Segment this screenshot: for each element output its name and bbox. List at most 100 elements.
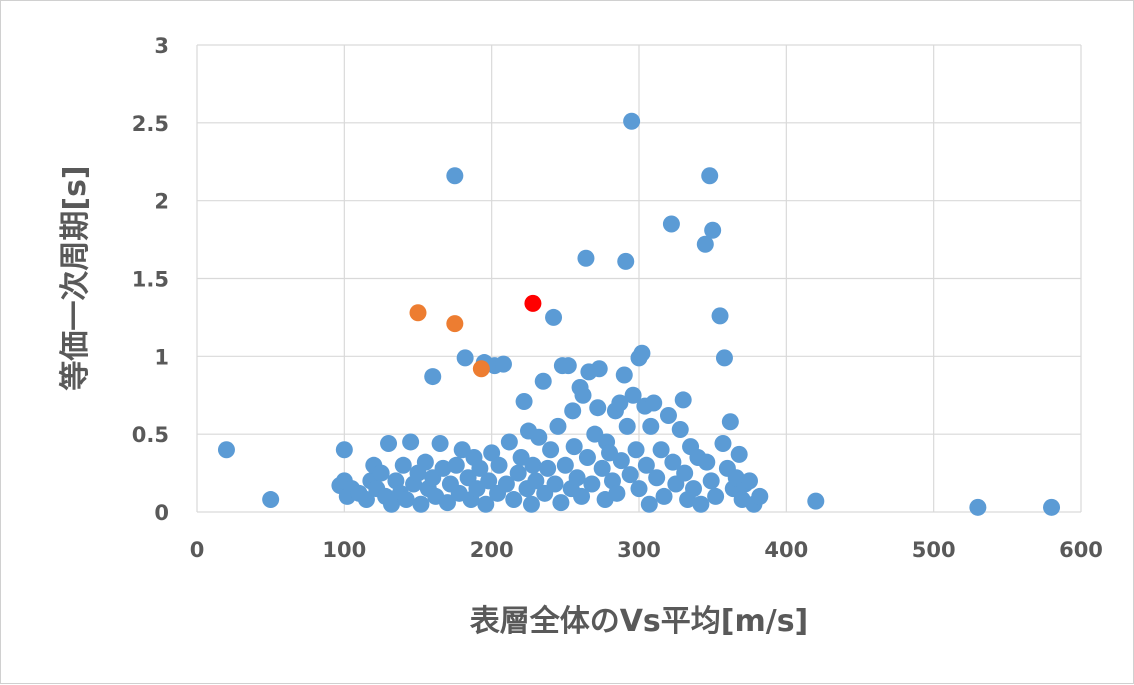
data-point-series-1 <box>807 492 825 510</box>
data-point-series-1 <box>741 472 758 490</box>
data-point-series-1 <box>671 420 689 438</box>
data-point-series-1 <box>608 484 626 502</box>
y-tick-label: 1 <box>154 345 169 369</box>
data-point-series-1 <box>534 372 552 390</box>
data-point-series-1 <box>621 466 639 484</box>
data-point-series-1 <box>515 392 533 410</box>
data-point-series-1 <box>648 469 666 487</box>
data-point-series-1 <box>624 386 642 404</box>
data-points <box>217 112 1061 516</box>
data-point-series-1 <box>549 417 567 435</box>
data-point-series-1 <box>494 355 512 373</box>
y-tick-label: 2 <box>154 190 169 214</box>
data-point-series-1 <box>434 459 452 477</box>
data-point-series-1 <box>730 445 748 463</box>
data-point-series-1 <box>456 349 474 367</box>
y-tick-label: 2.5 <box>132 112 169 136</box>
x-tick-label: 0 <box>190 538 205 562</box>
data-point-series-1 <box>676 464 694 482</box>
data-point-series-1 <box>397 491 415 509</box>
data-point-series-1 <box>568 469 586 487</box>
x-tick-label: 300 <box>617 538 661 562</box>
data-point-series-1 <box>593 459 611 477</box>
y-tick-labels: 0 0.5 1 1.5 2 2.5 3 <box>132 34 169 525</box>
data-point-series-1 <box>262 491 280 509</box>
data-point-series-1 <box>615 366 633 384</box>
data-point-series-1 <box>711 307 729 325</box>
data-point-series-1 <box>640 495 658 513</box>
data-point-series-1 <box>357 491 375 509</box>
data-point-series-1 <box>623 112 641 130</box>
data-point-series-1 <box>633 344 651 362</box>
data-point-series-1 <box>477 495 495 513</box>
x-tick-label: 500 <box>912 538 956 562</box>
data-point-series-1 <box>559 357 577 375</box>
data-point-series-1 <box>685 480 703 498</box>
data-point-series-1 <box>545 308 563 326</box>
data-point-series-1 <box>630 480 648 498</box>
data-point-series-3 <box>524 294 542 312</box>
data-point-series-1 <box>424 368 442 386</box>
data-point-series-1 <box>438 494 456 512</box>
x-tick-labels: 0 100 200 300 400 500 600 <box>190 538 1103 562</box>
y-tick-label: 0 <box>154 501 169 525</box>
data-point-series-1 <box>394 456 412 474</box>
data-point-series-1 <box>662 215 680 233</box>
data-point-series-1 <box>539 459 557 477</box>
data-point-series-1 <box>645 394 663 412</box>
data-point-series-1 <box>655 487 673 505</box>
data-point-series-1 <box>522 495 540 513</box>
data-point-series-1 <box>611 394 629 412</box>
data-point-series-1 <box>530 428 548 446</box>
data-point-series-1 <box>573 487 591 505</box>
data-point-series-1 <box>217 441 235 459</box>
data-point-series-1 <box>447 456 465 474</box>
y-tick-label: 3 <box>154 34 169 58</box>
data-point-series-1 <box>565 438 583 456</box>
data-point-series-1 <box>500 433 518 451</box>
data-point-series-1 <box>497 475 515 493</box>
data-point-series-1 <box>589 399 607 417</box>
data-point-series-1 <box>612 452 630 470</box>
data-point-series-1 <box>1043 498 1061 516</box>
y-axis-title: 等価一次周期[s] <box>58 165 93 390</box>
data-point-series-1 <box>483 444 501 462</box>
data-point-series-1 <box>524 456 542 474</box>
data-point-series-1 <box>659 406 677 424</box>
data-point-series-1 <box>556 456 574 474</box>
data-point-series-1 <box>546 475 564 493</box>
data-point-series-1 <box>577 249 595 267</box>
x-tick-label: 200 <box>470 538 514 562</box>
data-point-series-1 <box>480 472 498 490</box>
data-point-series-1 <box>471 459 489 477</box>
data-point-series-1 <box>714 435 732 453</box>
data-point-series-1 <box>431 435 449 453</box>
data-point-series-1 <box>574 386 592 404</box>
data-point-series-1 <box>715 349 733 367</box>
y-tick-label: 0.5 <box>132 423 169 447</box>
x-tick-label: 100 <box>322 538 366 562</box>
data-point-series-1 <box>707 487 725 505</box>
data-point-series-1 <box>505 491 523 509</box>
data-point-series-1 <box>380 435 398 453</box>
data-point-series-1 <box>618 417 636 435</box>
data-point-series-2 <box>446 315 464 333</box>
data-point-series-1 <box>652 441 670 459</box>
data-point-series-1 <box>704 221 722 239</box>
data-point-series-1 <box>702 472 720 490</box>
data-point-series-1 <box>542 441 560 459</box>
data-point-series-1 <box>583 475 601 493</box>
x-axis-title: 表層全体のVs平均[m/s] <box>470 604 809 639</box>
data-point-series-1 <box>412 495 430 513</box>
data-point-series-1 <box>696 235 714 253</box>
y-tick-label: 1.5 <box>132 268 169 292</box>
data-point-series-1 <box>564 402 582 420</box>
data-point-series-1 <box>416 453 434 471</box>
data-point-series-1 <box>721 413 739 431</box>
data-point-series-1 <box>674 391 692 409</box>
x-tick-label: 400 <box>764 538 808 562</box>
data-point-series-1 <box>335 441 353 459</box>
data-point-series-2 <box>472 360 490 378</box>
